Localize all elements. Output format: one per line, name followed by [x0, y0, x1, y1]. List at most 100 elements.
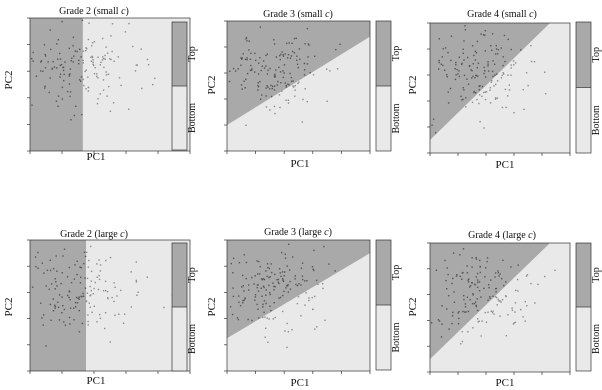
data-point	[498, 275, 500, 277]
data-point	[516, 278, 519, 281]
data-point	[68, 296, 70, 299]
data-point	[465, 106, 467, 108]
data-point	[478, 320, 480, 322]
data-point	[97, 98, 99, 100]
data-point	[108, 85, 110, 88]
data-point	[458, 56, 460, 58]
data-point	[93, 64, 95, 67]
data-point	[499, 315, 501, 317]
data-point	[56, 270, 58, 272]
data-point	[287, 99, 290, 101]
data-point	[468, 278, 470, 280]
data-point	[312, 74, 315, 76]
panel-1: Grade 2 (small c) PC1 PC2 Top Bottom	[3, 6, 198, 163]
data-point	[40, 61, 42, 63]
data-point	[50, 283, 53, 285]
data-point	[334, 270, 336, 272]
data-point	[461, 62, 463, 64]
data-point	[228, 80, 231, 83]
data-point	[451, 282, 453, 285]
data-point	[297, 296, 300, 298]
data-point	[141, 87, 143, 90]
data-point	[484, 98, 487, 101]
data-point	[476, 279, 479, 281]
data-point	[260, 98, 262, 100]
data-point	[250, 52, 252, 54]
legend-bottom-swatch	[576, 87, 591, 153]
data-point	[279, 58, 281, 61]
data-point	[237, 68, 239, 70]
data-point	[72, 45, 74, 47]
data-point	[499, 300, 501, 302]
data-point	[78, 59, 80, 62]
legend-top-label: Top	[591, 267, 602, 282]
data-point	[96, 276, 98, 278]
data-point	[105, 259, 107, 262]
data-point	[62, 66, 65, 68]
data-point	[494, 53, 497, 55]
legend-bottom-swatch	[172, 307, 187, 371]
data-point	[250, 64, 252, 67]
data-point	[232, 67, 235, 70]
data-point	[303, 69, 306, 71]
data-point	[276, 279, 278, 281]
data-point	[502, 259, 504, 261]
data-point	[105, 46, 107, 48]
data-point	[492, 75, 494, 78]
data-point	[117, 56, 119, 58]
data-point	[57, 301, 59, 303]
data-point	[97, 77, 99, 79]
data-point	[61, 20, 63, 23]
data-point	[132, 45, 134, 48]
data-point	[289, 280, 291, 283]
data-point	[441, 323, 443, 325]
data-point	[273, 285, 275, 288]
data-point	[315, 279, 318, 282]
data-point	[496, 97, 499, 99]
data-point	[467, 281, 470, 283]
data-point	[80, 276, 82, 278]
data-point	[257, 73, 260, 75]
data-point	[140, 48, 142, 50]
data-point	[478, 290, 481, 292]
data-point	[87, 86, 90, 89]
data-point	[492, 295, 494, 297]
data-point	[530, 60, 533, 63]
data-point	[98, 274, 100, 277]
data-point	[69, 307, 72, 309]
data-point	[82, 62, 84, 64]
data-point	[499, 273, 501, 275]
data-point	[279, 54, 281, 57]
data-point	[476, 272, 479, 275]
data-point	[494, 98, 497, 100]
data-point	[130, 306, 132, 308]
data-point	[452, 311, 454, 314]
x-axis-label: PC1	[291, 377, 310, 389]
data-point	[241, 58, 243, 60]
data-point	[268, 318, 270, 320]
data-point	[480, 33, 482, 35]
data-point	[475, 258, 478, 260]
data-point	[273, 39, 275, 41]
data-point	[91, 45, 93, 47]
data-point	[96, 73, 98, 75]
data-point	[245, 78, 247, 81]
data-point	[107, 297, 109, 300]
data-point	[274, 316, 276, 319]
data-point	[135, 279, 137, 282]
data-point	[280, 275, 282, 278]
data-point	[461, 330, 463, 333]
data-point	[438, 320, 441, 322]
data-point	[466, 296, 469, 298]
data-point	[473, 54, 475, 57]
data-point	[279, 272, 281, 274]
data-point	[304, 304, 306, 306]
data-point	[239, 305, 242, 307]
data-point	[102, 89, 105, 91]
data-point	[259, 26, 261, 28]
data-point	[282, 294, 284, 297]
data-point	[241, 57, 243, 59]
data-point	[460, 343, 462, 345]
data-point	[134, 70, 137, 72]
data-point	[524, 301, 526, 303]
